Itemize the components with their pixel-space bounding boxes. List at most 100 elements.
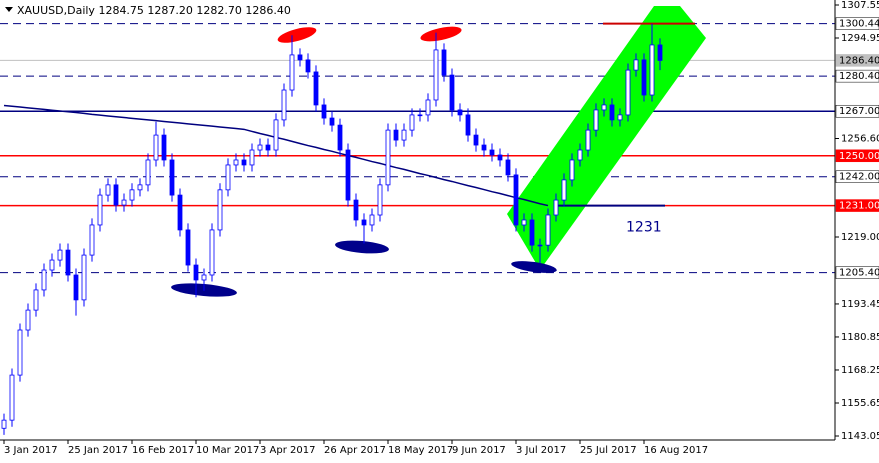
candle-body <box>153 134 159 161</box>
level-label-box <box>835 170 879 183</box>
candle-body <box>9 374 15 421</box>
candle-body <box>297 54 303 61</box>
candle-body <box>449 74 455 111</box>
candle-body <box>593 109 599 131</box>
candle-body <box>569 159 575 181</box>
level-label: 1280.40 <box>839 71 879 82</box>
x-tick-label: 10 Mar 2017 <box>196 445 259 456</box>
candle-body <box>321 104 327 119</box>
candle-body <box>537 244 543 247</box>
candle-body <box>441 49 447 76</box>
candle-body <box>49 259 55 271</box>
level-label-box <box>835 104 879 118</box>
candle-body <box>497 154 503 161</box>
candle-body <box>561 179 567 201</box>
candle-body <box>577 149 583 161</box>
candle-body <box>513 174 519 226</box>
candle-body <box>505 159 511 176</box>
menu-icon <box>5 7 13 12</box>
candle-body <box>121 199 127 206</box>
y-tick-label: 1294.95 <box>841 33 879 44</box>
x-tick-label: 3 Jul 2017 <box>516 445 566 456</box>
candle-body <box>601 104 607 111</box>
x-tick-label: 16 Feb 2017 <box>132 445 194 456</box>
candle-body <box>185 229 191 266</box>
candle-body <box>433 49 439 101</box>
y-tick-label: 1180.85 <box>841 332 879 343</box>
candle-body <box>473 134 479 146</box>
candle-body <box>649 44 655 96</box>
candle-body <box>273 119 279 151</box>
candle-body <box>73 274 79 301</box>
candle-body <box>553 199 559 216</box>
y-tick-label: 1193.45 <box>841 299 879 310</box>
candle-body <box>529 219 535 246</box>
chart-title: XAUUSD,Daily 1284.75 1287.20 1282.70 128… <box>17 4 291 17</box>
candle-body <box>201 274 207 281</box>
candle-body <box>417 114 423 117</box>
level-label-box <box>835 69 879 83</box>
y-tick-label: 1155.65 <box>841 398 879 409</box>
candle-body <box>137 184 143 191</box>
candle-body <box>289 54 295 91</box>
candle-body <box>161 134 167 161</box>
candle-body <box>489 149 495 156</box>
candle-body <box>145 159 151 186</box>
candle-body <box>281 89 287 121</box>
candle-body <box>33 289 39 311</box>
level-label: 1205.40 <box>839 268 879 279</box>
candle-body <box>337 124 343 151</box>
x-tick-label: 26 Apr 2017 <box>324 445 386 456</box>
top-marker <box>420 26 462 42</box>
x-tick-label: 16 Aug 2017 <box>644 445 708 456</box>
y-tick-label: 1307.55 <box>841 0 879 11</box>
candle-body <box>241 159 247 166</box>
candle-body <box>257 144 263 151</box>
candle-body <box>105 184 111 196</box>
candle-body <box>305 59 311 73</box>
candle-body <box>97 194 103 226</box>
candle-body <box>657 44 663 61</box>
candle-body <box>17 329 23 376</box>
x-tick-label: 25 Jan 2017 <box>68 445 128 456</box>
y-tick-label: 1168.25 <box>841 365 879 376</box>
level-label-box <box>835 149 879 163</box>
candle-body <box>225 164 231 191</box>
candle-body <box>385 129 391 186</box>
candle-body <box>353 199 359 221</box>
candle-body <box>425 99 431 116</box>
annotation: 1231 <box>626 220 662 236</box>
bottom-marker <box>511 261 557 273</box>
top-marker <box>277 27 317 43</box>
candle-body <box>41 269 47 291</box>
candle-body <box>633 59 639 71</box>
y-tick-label: 1256.60 <box>841 133 879 144</box>
candle-body <box>65 249 71 276</box>
x-tick-label: 9 Jun 2017 <box>452 445 506 456</box>
candle-body <box>345 149 351 201</box>
candle-body <box>545 214 551 246</box>
candle-body <box>217 189 223 231</box>
candle-body <box>209 229 215 276</box>
candle-body <box>169 159 175 196</box>
candle-body <box>313 71 319 106</box>
candle-body <box>401 129 407 141</box>
candle-body <box>409 114 415 131</box>
candle-body <box>465 114 471 136</box>
candle-body <box>585 129 591 151</box>
level-label-box <box>835 54 879 67</box>
level-label-box <box>835 17 879 30</box>
candle-body <box>329 117 335 126</box>
candle-body <box>249 149 255 166</box>
candle-body <box>129 189 135 201</box>
candle-body <box>81 254 87 301</box>
level-label: 1250.00 <box>839 151 879 162</box>
candle-body <box>609 104 615 121</box>
level-label-box <box>835 266 879 279</box>
bottom-marker <box>335 240 389 254</box>
candle-body <box>393 129 399 141</box>
level-label: 1242.00 <box>839 172 879 183</box>
level-label: 1267.00 <box>839 106 879 117</box>
